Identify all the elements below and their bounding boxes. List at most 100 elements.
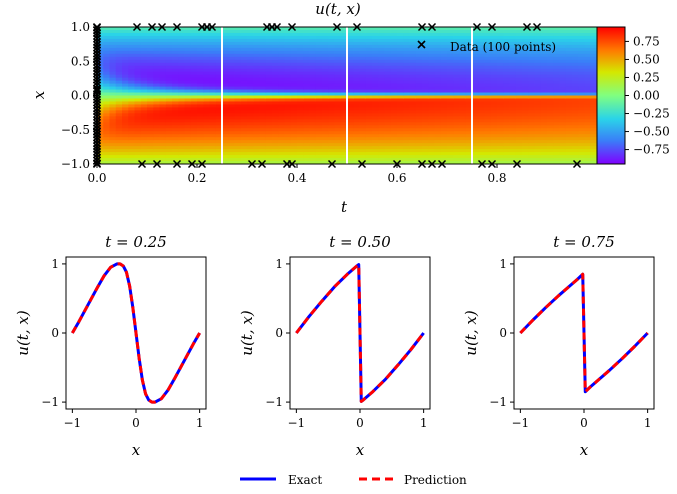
heatmap-cell [347,50,354,55]
heatmap-cell [559,65,567,70]
heatmap-cell [134,32,142,37]
heatmap-cell [240,131,248,135]
heatmap-cell [378,158,386,162]
heatmap-cell [534,56,542,61]
heatmap-cell [278,27,286,31]
heatmap-cell [509,47,517,52]
heatmap-cell [165,146,173,150]
heatmap-cell [578,65,586,70]
heatmap-cell [465,113,473,117]
heatmap-cell [284,143,292,147]
heatmap-cell [309,161,317,164]
heatmap-cell [434,95,442,100]
heatmap-cell [409,83,417,88]
heatmap-cell [315,98,323,103]
heatmap-cell [215,116,223,120]
heatmap-cell [528,41,536,46]
heatmap-cell [340,65,348,70]
heatmap-cell [378,50,386,55]
heatmap-cell [184,149,192,153]
heatmap-cell [534,122,542,126]
heatmap-cell [565,68,573,73]
heatmap-cell [447,32,454,37]
heatmap-cell [165,104,173,109]
heatmap-cell [353,32,361,37]
heatmap-cell [259,65,267,70]
heatmap-cell [190,104,198,109]
heatmap-cell [122,68,129,73]
heatmap-cell [203,27,211,31]
heatmap-cell [340,83,348,88]
heatmap-cell [378,59,386,64]
heatmap-cell [303,32,311,37]
heatmap-cell [159,71,167,76]
heatmap-cell [484,149,492,153]
heatmap-cell [365,59,373,64]
heatmap-cell [509,27,517,31]
heatmap-cell [290,89,298,94]
heatmap-cell [278,38,286,43]
heatmap-cell [503,152,511,156]
heatmap-cell [334,53,342,58]
heatmap-cell [397,74,404,79]
heatmap-cell [372,56,379,61]
heatmap-cell [559,128,567,132]
heatmap-cell [159,116,167,120]
heatmap-cell [340,149,348,153]
heatmap-cell [309,89,317,94]
heatmap-cell [359,32,367,37]
heatmap-cell [278,146,286,150]
heatmap-cell [134,152,142,156]
heatmap-cell [465,119,473,123]
heatmap-cell [253,140,261,144]
heatmap-cell [165,56,173,61]
heatmap-cell [272,137,279,141]
heatmap-cell [415,59,423,64]
heatmap-cell [234,44,242,49]
heatmap-cell [428,35,436,40]
heatmap-cell [584,80,592,85]
heatmap-cell [147,155,154,159]
heatmap-cell [528,128,536,132]
heatmap-cell [397,110,404,114]
heatmap-cell [528,110,536,114]
heatmap-cell [403,89,411,94]
heatmap-cell [184,119,192,123]
heatmap-cell [290,98,298,103]
heatmap-cell [384,74,392,79]
heatmap-cell [309,41,317,46]
heatmap-cell [459,47,467,52]
heatmap-cell [184,47,192,52]
heatmap-cell [497,98,504,103]
heatmap-cell [459,137,467,141]
heatmap-cell [378,119,386,123]
heatmap-cell [315,92,323,97]
heatmap-cell [165,74,173,79]
heatmap-cell [328,122,336,126]
heatmap-cell [215,158,223,162]
heatmap-cell [503,35,511,40]
heatmap-cell [484,80,492,85]
heatmap-cell [578,104,586,109]
heatmap-cell [297,74,304,79]
heatmap-cell [509,137,517,141]
heatmap-cell [547,32,554,37]
heatmap-cell [515,56,523,61]
heatmap-cell [403,140,411,144]
heatmap-cell [540,65,548,70]
heatmap-cell [540,83,548,88]
heatmap-cell [484,134,492,138]
heatmap-cell [303,110,311,114]
heatmap-cell [234,107,242,111]
heatmap-cell [572,146,579,150]
heatmap-cell [209,158,217,162]
heatmap-cell [122,47,129,52]
heatmap-cell [284,95,292,100]
heatmap-cell [165,35,173,40]
heatmap-cell [128,119,136,123]
heatmap-cell [515,122,523,126]
heatmap-cell [322,32,329,37]
heatmap-cell [590,44,597,49]
heatmap-cell [459,53,467,58]
heatmap-cell [440,125,448,129]
